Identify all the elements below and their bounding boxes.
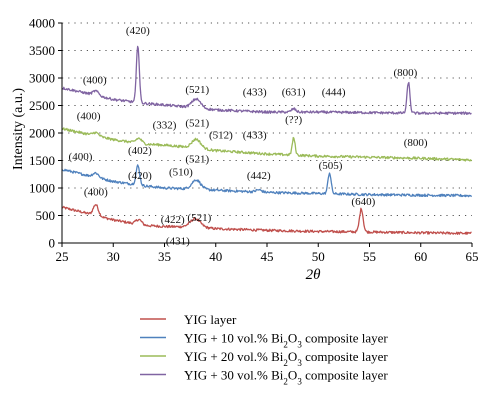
peak-label: (422): [161, 214, 185, 226]
legend-label: YIG + 30 vol.% Bi2O3 composite layer: [184, 368, 388, 387]
y-tick-label: 0: [49, 236, 56, 251]
peak-label: (442): [247, 170, 271, 182]
y-tick-labels: 0 500 1000 1500 2000 2500 3000 3500 4000: [29, 16, 62, 251]
legend: YIG layer YIG + 10 vol.% Bi2O3 composite …: [140, 312, 388, 387]
x-tick-labels: 25 30 35 40 45 50 55 60 65: [56, 243, 479, 264]
y-axis-label: Intensity (a.u.): [11, 88, 26, 170]
x-tick-label: 65: [466, 249, 479, 264]
legend-label: YIG + 20 vol.% Bi2O3 composite layer: [184, 349, 388, 368]
y-tick-label: 2000: [29, 126, 55, 141]
peak-label: (400): [69, 151, 93, 163]
x-tick-label: 60: [414, 249, 427, 264]
peak-label: (521): [187, 212, 211, 224]
y-tick-label: 500: [36, 208, 56, 223]
peak-label: (521): [185, 154, 209, 166]
peak-label: (800): [393, 67, 417, 79]
peak-annotations: (420) (400) (521) (433) (631) (444) (800) (400)…: [69, 25, 428, 248]
peak-label: (420): [126, 25, 150, 37]
x-tick-label: 45: [261, 249, 274, 264]
y-tick-label: 3000: [29, 71, 55, 86]
series-line-1: [61, 204, 472, 235]
peak-label: (521): [185, 117, 209, 129]
peak-label: (433): [243, 130, 267, 142]
peak-label: (433): [243, 87, 267, 99]
peak-label: (800): [404, 137, 428, 149]
series-line-4: [61, 45, 472, 116]
peak-label: (420): [128, 170, 152, 182]
x-tick-label: 55: [363, 249, 376, 264]
y-tick-label: 4000: [29, 16, 55, 31]
x-axis-label: 2θ: [306, 267, 322, 283]
peak-label: (631): [282, 87, 306, 99]
series-line-3: [61, 127, 473, 162]
y-tick-label: 3500: [29, 43, 55, 58]
series-line-2: [61, 164, 473, 198]
plot-area: [61, 45, 473, 235]
peak-label: (402): [128, 145, 152, 157]
legend-label: YIG + 10 vol.% Bi2O3 composite layer: [184, 331, 388, 350]
peak-label: (400): [77, 110, 101, 122]
y-tick-label: 1000: [29, 181, 55, 196]
y-tick-label: 1500: [29, 153, 55, 168]
y-tick-label: 2500: [29, 98, 55, 113]
peak-label: (332): [153, 120, 177, 132]
peak-label: (510): [169, 166, 193, 178]
x-tick-label: 50: [312, 249, 325, 264]
peak-label: (640): [351, 196, 375, 208]
x-tick-label: 40: [209, 249, 222, 264]
legend-label: YIG layer: [184, 312, 237, 327]
peak-label: (400): [83, 75, 107, 87]
peak-label: (431): [166, 236, 190, 248]
peak-label: (400): [84, 187, 108, 199]
peak-label: (512): [209, 130, 233, 142]
x-tick-label: 25: [56, 249, 69, 264]
peak-label: (??): [285, 114, 302, 126]
grid-lines: [62, 22, 472, 217]
x-tick-label: 35: [158, 249, 171, 264]
x-tick-label: 30: [107, 249, 120, 264]
peak-label: (444): [322, 87, 346, 99]
peak-label: (505): [319, 160, 343, 172]
peak-label: (521): [185, 84, 209, 96]
